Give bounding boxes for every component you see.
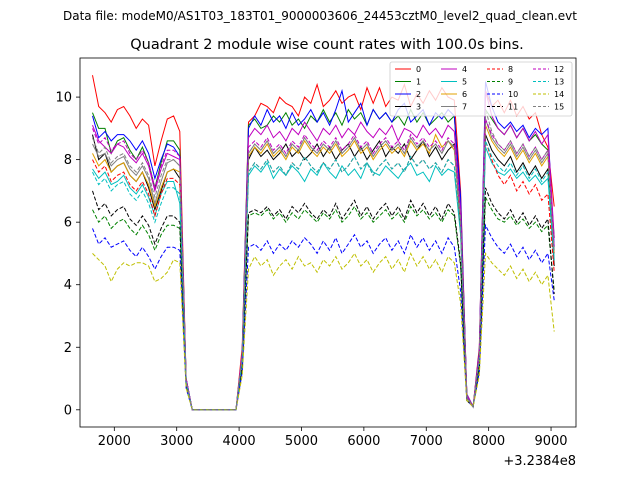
legend-label-7: 7 bbox=[462, 103, 467, 112]
legend-label-10: 10 bbox=[508, 90, 518, 99]
x-axis-offset-label: +3.2384e8 bbox=[503, 454, 576, 469]
legend-label-15: 15 bbox=[554, 103, 564, 112]
x-tick-label: 5000 bbox=[285, 434, 318, 449]
y-tick-label: 8 bbox=[64, 153, 72, 168]
legend-label-1: 1 bbox=[416, 78, 421, 87]
series-line-11 bbox=[92, 187, 555, 411]
legend-label-11: 11 bbox=[508, 103, 518, 112]
y-tick-label: 6 bbox=[64, 216, 72, 231]
y-tick-label: 0 bbox=[64, 403, 72, 418]
legend-label-9: 9 bbox=[508, 78, 513, 87]
legend-label-12: 12 bbox=[554, 65, 564, 74]
legend-label-8: 8 bbox=[508, 65, 513, 74]
x-tick-label: 6000 bbox=[347, 434, 380, 449]
x-tick-label: 9000 bbox=[534, 434, 567, 449]
y-tick-label: 2 bbox=[64, 341, 72, 356]
x-tick-label: 8000 bbox=[472, 434, 505, 449]
legend-label-3: 3 bbox=[416, 103, 421, 112]
legend-label-14: 14 bbox=[554, 90, 564, 99]
plot-area: 2000 3000 4000 5000 6000 7000 8000 9000 0 2 4 6 8 10 0… bbox=[55, 57, 577, 449]
legend-label-4: 4 bbox=[462, 65, 467, 74]
series-line-15 bbox=[92, 109, 555, 411]
legend-box bbox=[389, 61, 573, 117]
axes-frame bbox=[79, 57, 577, 428]
x-tick-label: 4000 bbox=[223, 434, 256, 449]
x-tick-label: 7000 bbox=[410, 434, 443, 449]
legend-label-13: 13 bbox=[554, 78, 564, 87]
series-line-8 bbox=[92, 140, 555, 411]
x-tick-label: 2000 bbox=[98, 434, 131, 449]
y-tick-label: 4 bbox=[64, 278, 72, 293]
figure-suptitle: Data file: modeM0/AS1T03_183T01_90000036… bbox=[63, 9, 577, 23]
x-tick-label: 3000 bbox=[160, 434, 193, 449]
y-tick-label: 10 bbox=[55, 91, 72, 106]
legend-label-2: 2 bbox=[416, 90, 421, 99]
legend-label-6: 6 bbox=[462, 90, 467, 99]
series-line-14 bbox=[92, 251, 555, 411]
legend-label-0: 0 bbox=[416, 65, 421, 74]
legend-label-5: 5 bbox=[462, 78, 467, 87]
chart-title: Quadrant 2 module wise count rates with … bbox=[130, 37, 524, 53]
